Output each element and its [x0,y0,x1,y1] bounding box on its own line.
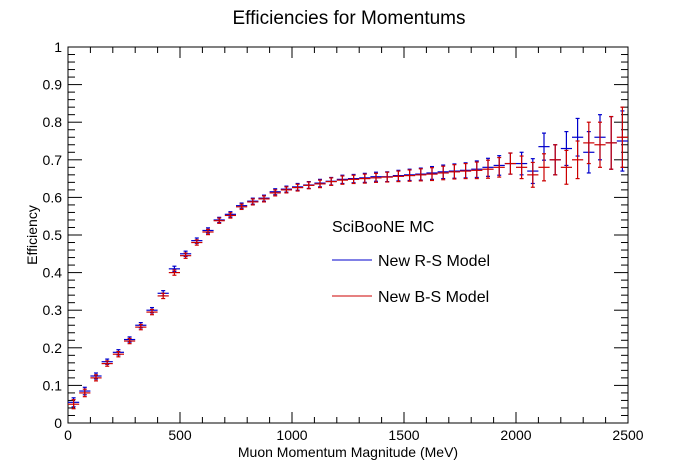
legend-entry-rs: New R-S Model [378,253,490,270]
x-tick-label: 2500 [612,427,643,443]
y-tick-label: 0.2 [43,340,63,356]
data-point [437,165,449,181]
y-tick-label: 0.5 [43,227,63,243]
data-point [516,155,528,180]
data-point [213,217,225,224]
data-point [269,189,281,197]
legend-entry-bs: New B-S Model [378,289,489,306]
data-point [90,374,102,382]
data-point [415,168,427,182]
data-point [549,144,561,176]
data-point [404,169,416,182]
data-point [292,183,304,192]
data-point [180,252,192,259]
y-tick-label: 0.6 [43,189,63,205]
data-point [135,323,147,331]
data-point [616,106,628,168]
data-point [482,159,494,179]
x-axis-label: Muon Momentum Magnitude (MeV) [238,444,458,460]
data-point [191,239,203,246]
data-point [124,337,136,345]
y-axis-label: Efficiency [24,205,40,265]
data-point [538,153,550,182]
y-tick-label: 0.1 [43,377,63,393]
data-point [314,179,326,189]
data-point [594,121,606,168]
data-point [527,161,539,188]
data-point [460,162,472,180]
data-point [359,173,371,184]
x-tick-label: 0 [64,427,72,443]
data-point [280,186,292,194]
data-point [605,115,617,170]
data-point [572,140,584,180]
data-point [303,181,315,190]
data-point [336,175,348,185]
y-tick-label: 0.3 [43,302,63,318]
data-point [471,161,483,180]
legend-header: SciBooNE MC [332,219,434,236]
y-tick-label: 0.4 [43,265,63,281]
data-point [247,198,259,206]
data-point [493,156,505,178]
data-point [68,399,80,410]
data-point [112,350,124,358]
x-tick-label: 2000 [500,427,531,443]
data-point [448,164,460,180]
data-point [370,172,382,183]
legend: SciBooNE MC New R-S Model New B-S Model [332,219,490,306]
data-point [392,170,404,183]
data-point [236,203,248,211]
data-point [426,167,438,182]
x-tick-label: 1000 [276,427,307,443]
data-point [224,212,236,219]
chart-title: Efficiencies for Momentums [232,8,465,29]
series-bs [68,106,628,410]
data-point [560,149,572,185]
data-point [258,195,270,203]
axes: 0 500 1000 1500 2000 2500 0 0.1 0.2 0.3 0.4 0.5 0.6 0… [43,39,644,443]
data-point [348,174,360,185]
x-tick-label: 500 [168,427,192,443]
data-point [583,121,595,165]
y-tick-label: 1 [54,39,62,55]
y-tick-label: 0.7 [43,152,63,168]
data-point [325,177,337,186]
y-tick-label: 0.9 [43,77,63,93]
y-tick-label: 0.8 [43,114,63,130]
data-point [101,360,113,367]
data-point [79,388,91,398]
y-tick-label: 0 [54,415,62,431]
x-tick-label: 1500 [388,427,419,443]
data-point [504,152,516,175]
data-point [381,171,393,183]
data-point [157,292,169,300]
series-layer [68,106,628,410]
data-point [202,228,214,236]
data-point [168,269,180,276]
data-point [146,308,158,316]
